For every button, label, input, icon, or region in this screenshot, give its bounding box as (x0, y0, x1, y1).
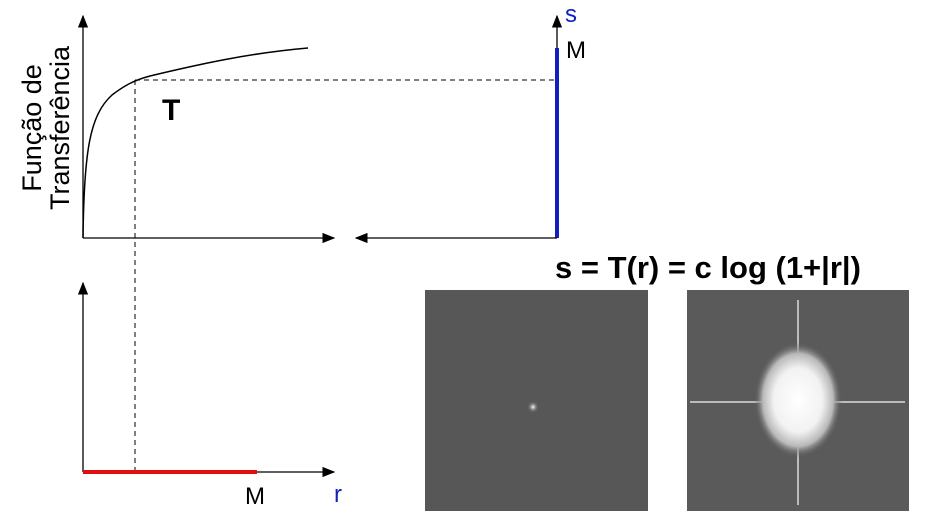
image-dot (527, 401, 539, 413)
output-axis: s M (356, 1, 586, 238)
image-blob (754, 342, 842, 458)
diagram: T Função de Transferência s M M r s = T(… (0, 0, 925, 511)
s-max-label: M (566, 37, 586, 64)
spectrum-log (687, 290, 909, 511)
axis-title: Função de Transferência (17, 45, 75, 210)
log-curve (83, 48, 308, 238)
axis-title-line: Função de (17, 64, 47, 192)
input-plot: M r (83, 283, 342, 510)
spectrum-original (425, 290, 648, 511)
r-label: r (334, 481, 342, 508)
s-label: s (565, 1, 577, 28)
r-max-label: M (245, 483, 265, 510)
curve-label: T (162, 94, 180, 127)
image (425, 290, 648, 511)
axis-title-line: Transferência (45, 45, 75, 210)
formula: s = T(r) = c log (1+|r|) (555, 250, 861, 285)
